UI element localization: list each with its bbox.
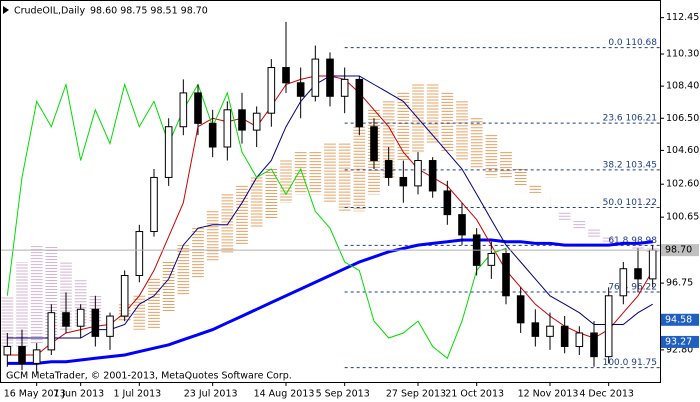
candle-body bbox=[326, 58, 334, 97]
candle-body bbox=[164, 126, 173, 178]
candle-body bbox=[560, 325, 569, 347]
x-tick-label: 14 Aug 2013 bbox=[254, 389, 315, 400]
y-tick-label: 92.80 bbox=[666, 344, 693, 355]
fib-label: 100.0 91.75 bbox=[603, 358, 657, 368]
x-tick-label: 27 Sep 2013 bbox=[386, 389, 446, 400]
candle-body bbox=[267, 67, 276, 114]
candle-body bbox=[428, 160, 437, 192]
fib-label: 38.2 103.45 bbox=[603, 160, 657, 170]
candle-body bbox=[47, 312, 56, 351]
candle-body bbox=[634, 268, 642, 280]
candle-body bbox=[18, 345, 26, 364]
candle-body bbox=[194, 92, 202, 124]
fib-label: 0.0 110.68 bbox=[608, 38, 657, 48]
y-tick-label: 96.75 bbox=[666, 278, 693, 289]
y-tick-label: 100.65 bbox=[666, 212, 699, 223]
fib-label: 76.4 96.22 bbox=[608, 283, 657, 293]
indicator-line bbox=[6, 82, 507, 360]
x-tick-label: 12 Nov 2013 bbox=[518, 389, 579, 400]
candle-body bbox=[399, 176, 408, 187]
plot-frame bbox=[0, 0, 661, 383]
x-tick-label: 5 Sep 2013 bbox=[316, 389, 370, 400]
candle-body bbox=[91, 308, 100, 337]
x-tick-label: 23 Jul 2013 bbox=[184, 389, 238, 400]
y-tick-label: 102.60 bbox=[666, 179, 699, 190]
candle-body bbox=[208, 122, 217, 148]
y-tick-label: 112.45 bbox=[666, 12, 699, 23]
candle-body bbox=[414, 160, 422, 187]
candle-body bbox=[546, 325, 554, 337]
price-marker-label: 94.58 bbox=[665, 314, 692, 325]
candle-body bbox=[531, 322, 540, 337]
candle-body bbox=[179, 92, 188, 128]
candle-body bbox=[355, 78, 364, 128]
price-marker-label: 93.27 bbox=[665, 336, 692, 347]
candle-body bbox=[150, 176, 158, 233]
candle-body bbox=[252, 112, 261, 131]
candle-body bbox=[32, 349, 41, 364]
candle-body bbox=[223, 109, 232, 148]
candle-body bbox=[238, 109, 246, 131]
candle-body bbox=[648, 249, 657, 280]
candle-body bbox=[575, 332, 584, 347]
candle-body bbox=[135, 231, 144, 276]
x-tick-label: 21 Oct 2013 bbox=[445, 389, 504, 400]
candle-body bbox=[76, 308, 85, 327]
candle-body bbox=[502, 253, 510, 297]
candle-body bbox=[370, 126, 378, 162]
candle-body bbox=[516, 295, 525, 324]
y-tick-label: 104.60 bbox=[666, 145, 699, 156]
y-tick-label: 106.50 bbox=[666, 113, 699, 124]
candle-body bbox=[619, 268, 628, 297]
fib-label: 23.6 106.21 bbox=[603, 114, 657, 124]
price-marker bbox=[661, 313, 699, 326]
copyright: GCM MetaTrader, © 2001-2013, MetaQuotes … bbox=[6, 371, 292, 382]
candle-body bbox=[458, 214, 466, 236]
candle-body bbox=[282, 67, 290, 84]
price-marker-label: 98.70 bbox=[665, 245, 692, 256]
x-tick-label: 7 Jun 2013 bbox=[53, 389, 104, 400]
y-tick-label: 108.40 bbox=[666, 81, 699, 92]
candle-body bbox=[384, 160, 393, 178]
candle-body bbox=[296, 82, 305, 97]
candle-body bbox=[3, 345, 12, 356]
candle-body bbox=[590, 332, 598, 358]
y-tick-label: 110.30 bbox=[666, 49, 699, 60]
candle-body bbox=[604, 295, 613, 358]
fib-label: 61.8 98.98 bbox=[608, 236, 657, 246]
candle-body bbox=[106, 315, 114, 337]
chart-title: CrudeOIL,Daily bbox=[14, 6, 85, 17]
indicator-line bbox=[7, 238, 653, 365]
candle-body bbox=[487, 253, 496, 266]
x-tick-label: 1 Jul 2013 bbox=[113, 389, 161, 400]
price-marker bbox=[661, 335, 699, 348]
candle-body bbox=[340, 78, 349, 97]
candle-body bbox=[120, 274, 129, 317]
fib-label: 50.0 101.22 bbox=[603, 198, 657, 208]
candle-body bbox=[443, 190, 452, 216]
candle-body bbox=[62, 312, 70, 327]
price-marker bbox=[661, 244, 699, 257]
x-tick-label: 4 Dec 2013 bbox=[579, 389, 634, 400]
quote: 98.60 98.75 98.51 98.70 bbox=[90, 6, 208, 17]
symbol-arrow bbox=[3, 6, 9, 14]
candle-body bbox=[311, 58, 320, 97]
x-tick-label: 16 May 2013 bbox=[4, 389, 66, 400]
